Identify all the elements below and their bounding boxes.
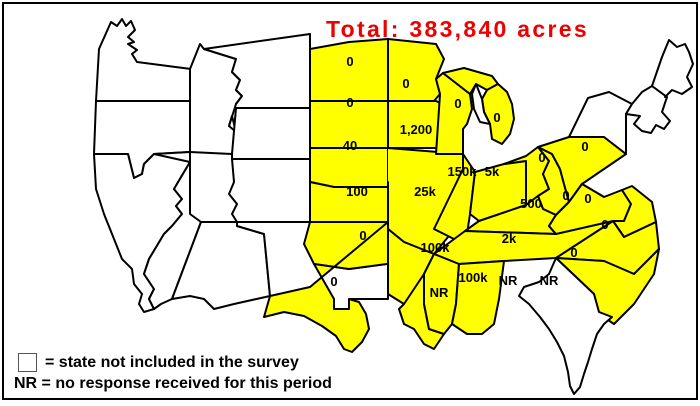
svg-text:0: 0: [330, 274, 337, 289]
svg-text:100k: 100k: [421, 240, 451, 255]
svg-text:5k: 5k: [485, 164, 500, 179]
svg-text:1,200: 1,200: [400, 122, 433, 137]
svg-text:2k: 2k: [502, 231, 517, 246]
svg-text:0: 0: [359, 228, 366, 243]
svg-text:0: 0: [346, 95, 353, 110]
svg-text:0: 0: [346, 54, 353, 69]
svg-text:0: 0: [601, 217, 608, 232]
svg-text:100: 100: [346, 184, 368, 199]
svg-text:0: 0: [562, 188, 569, 203]
svg-text:NR: NR: [499, 273, 518, 288]
svg-text:0: 0: [581, 139, 588, 154]
svg-text:100k: 100k: [459, 270, 489, 285]
svg-text:NR: NR: [430, 285, 449, 300]
svg-text:500: 500: [520, 196, 542, 211]
svg-text:40: 40: [343, 138, 357, 153]
svg-text:0: 0: [538, 150, 545, 165]
svg-text:0: 0: [402, 76, 409, 91]
svg-text:0: 0: [584, 191, 591, 206]
svg-text:NR: NR: [540, 273, 559, 288]
svg-text:0: 0: [570, 245, 577, 260]
svg-text:0: 0: [454, 96, 461, 111]
svg-text:150k: 150k: [448, 164, 478, 179]
svg-text:25k: 25k: [414, 184, 436, 199]
svg-text:0: 0: [493, 110, 500, 125]
